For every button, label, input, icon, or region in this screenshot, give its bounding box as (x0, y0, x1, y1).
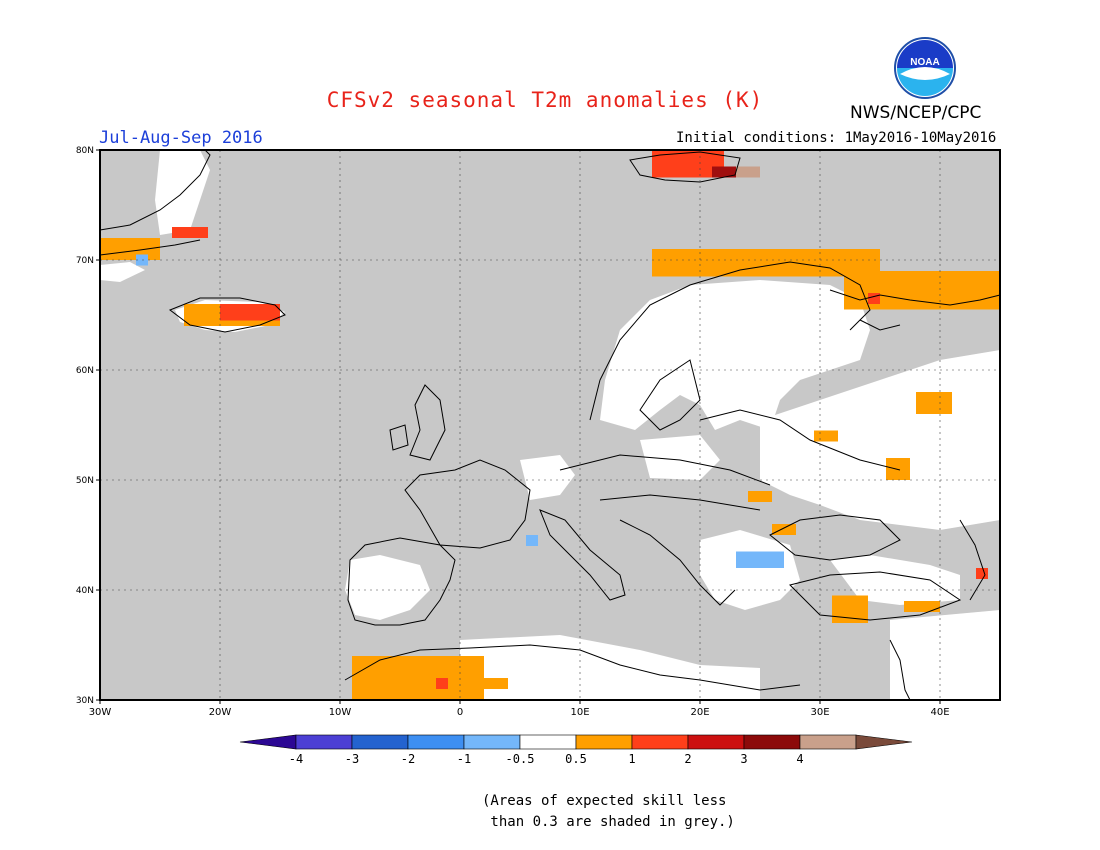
colorbar-label: 3 (740, 752, 747, 766)
map-frame (99, 149, 1001, 701)
colorbar-bin-2 (351, 734, 409, 750)
initial-conditions-label: Initial conditions: 1May2016-10May2016 (676, 130, 997, 146)
lon-tick-label: 20E (690, 707, 709, 718)
anomaly-region-2 (100, 238, 160, 260)
lat-tick-label: 30N (76, 696, 94, 706)
anomaly-region-17 (868, 293, 880, 304)
colorbar-bin-6 (575, 734, 633, 750)
skill-footnote-line2: than 0.3 are shaded in grey.) (482, 814, 735, 830)
noaa-logo-icon: NOAA (894, 37, 956, 99)
colorbar-bin-7 (631, 734, 689, 750)
lon-tick-label: 10E (570, 707, 589, 718)
anomaly-region-18 (976, 568, 988, 579)
colorbar-label: -0.5 (506, 752, 535, 766)
anomaly-region-11 (772, 524, 796, 535)
coastlines (99, 149, 1001, 701)
lon-tick-label: 20W (209, 707, 232, 718)
colorbar-label: -4 (289, 752, 303, 766)
colorbar-bin-8 (687, 734, 745, 750)
colorbar-label: 2 (684, 752, 691, 766)
colorbar-bin-10 (799, 734, 857, 750)
colorbar: -4 -3 -2 -1 -0.5 0.5 1 2 3 4 (239, 734, 913, 766)
anomaly-region-9 (814, 430, 838, 442)
anomaly-regions (100, 150, 1000, 700)
map-gridlines (100, 150, 1000, 700)
anomaly-region-6 (904, 601, 940, 612)
lon-tick-label: 10W (329, 707, 352, 718)
noaa-logo-text: NOAA (910, 57, 939, 68)
colorbar-bin-4 (463, 734, 521, 750)
anomaly-region-20 (736, 166, 760, 178)
colorbar-label: 4 (796, 752, 803, 766)
lon-tick-label: 0 (457, 707, 463, 718)
anomaly-region-12 (484, 678, 508, 689)
colorbar-bin-9 (743, 734, 801, 750)
anomaly-region-7 (916, 392, 952, 414)
anomaly-region-16 (436, 678, 448, 689)
colorbar-bin-5 (519, 734, 577, 750)
lon-tick-label: 40E (930, 707, 949, 718)
season-label: Jul-Aug-Sep 2016 (99, 128, 263, 148)
anomaly-region-10 (748, 491, 772, 502)
anomaly-region-21 (736, 551, 784, 568)
agency-label: NWS/NCEP/CPC (850, 103, 982, 123)
colorbar-label: 1 (628, 752, 635, 766)
anomaly-region-15 (172, 227, 208, 238)
lon-tick-label: 30W (89, 707, 112, 718)
skill-footnote-line1: (Areas of expected skill less (482, 793, 727, 809)
anomaly-region-19 (712, 166, 736, 178)
colorbar-arrow-high (855, 734, 913, 750)
anomaly-region-22 (526, 535, 538, 546)
axis-ticks: 30W 20W 10W 0 10E 20E 30E 40E 30N 40N 50N 60N 70N 80N (76, 146, 950, 718)
colorbar-label: -3 (345, 752, 359, 766)
lat-tick-label: 80N (76, 146, 94, 156)
anomaly-region-0 (652, 249, 880, 277)
lat-tick-label: 60N (76, 366, 94, 376)
colorbar-label: -1 (457, 752, 471, 766)
colorbar-label: -2 (401, 752, 415, 766)
lat-tick-label: 70N (76, 256, 94, 266)
colorbar-bin-1 (295, 734, 353, 750)
colorbar-arrow-low (239, 734, 297, 750)
map-area (99, 149, 1001, 701)
colorbar-label: 0.5 (565, 752, 587, 766)
skill-footnote: (Areas of expected skill less than 0.3 a… (482, 791, 735, 833)
lat-tick-label: 40N (76, 586, 94, 596)
colorbar-bin-3 (407, 734, 465, 750)
map-title: CFSv2 seasonal T2m anomalies (K) (326, 88, 764, 112)
lon-tick-label: 30E (810, 707, 829, 718)
anomaly-region-4 (352, 656, 484, 700)
anomaly-region-13 (220, 304, 280, 321)
lat-tick-label: 50N (76, 476, 94, 486)
